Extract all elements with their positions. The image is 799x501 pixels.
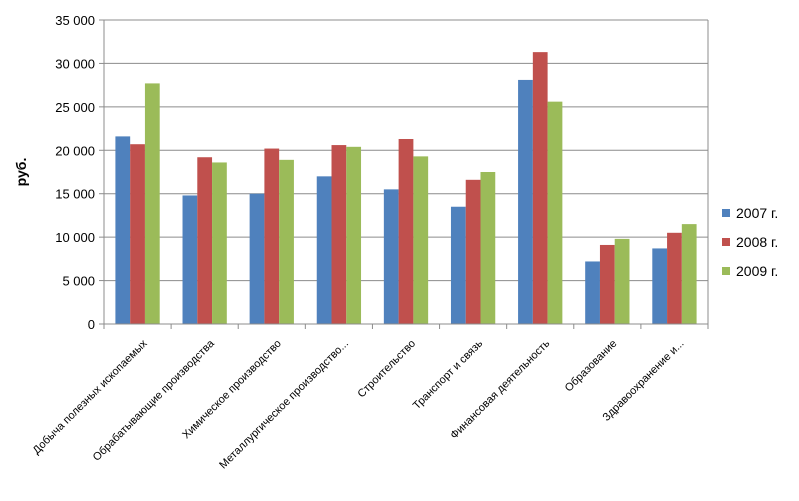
legend-label: 2007 г. bbox=[736, 205, 778, 221]
bar bbox=[249, 193, 265, 324]
bar bbox=[450, 206, 466, 324]
bar bbox=[652, 248, 668, 324]
bar bbox=[331, 145, 347, 324]
bar bbox=[585, 261, 600, 324]
bar bbox=[279, 159, 294, 324]
y-tick-label: 20 000 bbox=[55, 143, 95, 158]
legend-label: 2009 г. bbox=[736, 263, 778, 279]
legend: 2007 г. 2008 г. 2009 г. bbox=[722, 205, 778, 279]
y-tick-label: 30 000 bbox=[55, 56, 95, 71]
bar bbox=[547, 101, 563, 324]
bar bbox=[197, 157, 213, 324]
bar bbox=[518, 79, 533, 324]
bar bbox=[115, 136, 131, 324]
bar bbox=[182, 195, 198, 324]
x-tick-label: Транспорт и связь bbox=[411, 337, 486, 412]
x-tick-label: Металлургическое производство... bbox=[217, 338, 351, 472]
bar bbox=[346, 146, 362, 324]
y-tick-label: 35 000 bbox=[55, 13, 95, 28]
y-tick-label: 10 000 bbox=[55, 230, 95, 245]
y-tick-label: 15 000 bbox=[55, 187, 95, 202]
bar bbox=[398, 138, 414, 324]
x-axis-labels: Добыча полезных ископаемыхОбрабатывающие… bbox=[31, 337, 687, 471]
bar bbox=[316, 176, 332, 324]
bar bbox=[212, 162, 227, 324]
bar bbox=[465, 179, 481, 324]
bars bbox=[115, 52, 697, 324]
x-tick-label: Обрабатывающие производства bbox=[91, 337, 218, 464]
bar bbox=[144, 83, 160, 324]
legend-swatch bbox=[722, 267, 730, 275]
legend-swatch bbox=[722, 238, 730, 246]
legend-swatch bbox=[722, 209, 730, 217]
y-tick-label: 0 bbox=[88, 317, 95, 332]
x-tick-label: Образование bbox=[563, 338, 620, 395]
legend-label: 2008 г. bbox=[736, 234, 778, 250]
bar bbox=[599, 244, 615, 324]
x-tick-label: Строительство bbox=[355, 338, 418, 401]
bar bbox=[614, 238, 630, 324]
bar bbox=[667, 232, 682, 324]
bar bbox=[681, 224, 697, 324]
bar bbox=[413, 156, 429, 324]
y-axis-ticks: 0 5 000 10 000 15 000 20 000 25 000 30 000 35 0… bbox=[55, 13, 104, 332]
bar bbox=[480, 172, 496, 324]
bar bbox=[264, 148, 280, 324]
bar bbox=[383, 189, 399, 324]
bar bbox=[532, 52, 548, 324]
y-tick-label: 5 000 bbox=[62, 274, 95, 289]
axes bbox=[103, 19, 709, 329]
y-tick-label: 25 000 bbox=[55, 100, 95, 115]
y-axis-label: руб. bbox=[13, 158, 29, 187]
bar bbox=[130, 144, 145, 324]
x-tick-label: Добыча полезных ископаемых bbox=[31, 337, 150, 456]
